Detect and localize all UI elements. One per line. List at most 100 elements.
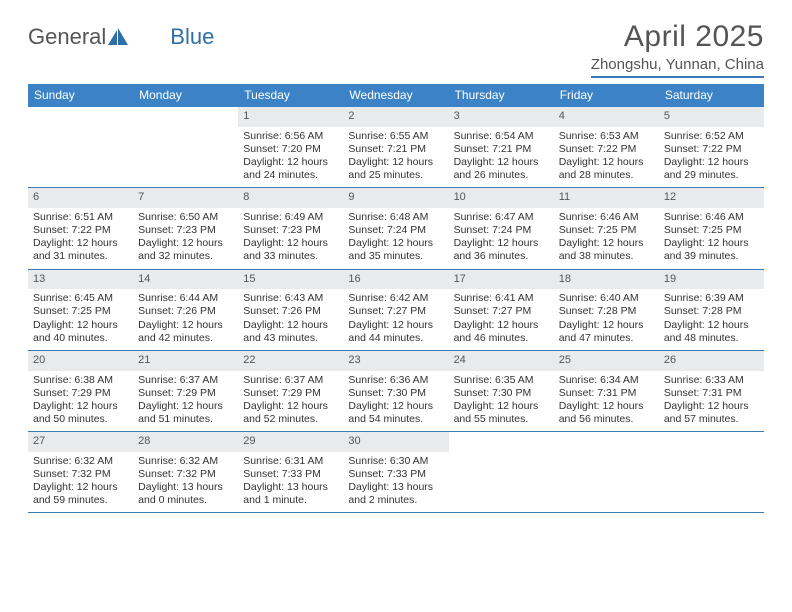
sunset-text: Sunset: 7:25 PM <box>33 305 128 318</box>
day-cell <box>659 432 764 512</box>
sunset-text: Sunset: 7:22 PM <box>559 143 654 156</box>
day-cell: 1Sunrise: 6:56 AMSunset: 7:20 PMDaylight… <box>238 107 343 187</box>
day-number: 21 <box>133 351 238 371</box>
sunrise-text: Sunrise: 6:42 AM <box>348 292 443 305</box>
day-number: 12 <box>659 188 764 208</box>
day-cell: 5Sunrise: 6:52 AMSunset: 7:22 PMDaylight… <box>659 107 764 187</box>
daylight-text: Daylight: 12 hours and 39 minutes. <box>664 237 759 263</box>
day-detail: Sunrise: 6:36 AMSunset: 7:30 PMDaylight:… <box>343 371 448 432</box>
day-detail: Sunrise: 6:48 AMSunset: 7:24 PMDaylight:… <box>343 208 448 269</box>
day-number: 20 <box>28 351 133 371</box>
day-detail: Sunrise: 6:37 AMSunset: 7:29 PMDaylight:… <box>133 371 238 432</box>
sunrise-text: Sunrise: 6:49 AM <box>243 211 338 224</box>
day-cell: 10Sunrise: 6:47 AMSunset: 7:24 PMDayligh… <box>449 188 554 268</box>
week-row: 13Sunrise: 6:45 AMSunset: 7:25 PMDayligh… <box>28 270 764 351</box>
sunset-text: Sunset: 7:29 PM <box>243 387 338 400</box>
logo: General Blue <box>28 20 214 50</box>
sunset-text: Sunset: 7:30 PM <box>348 387 443 400</box>
day-number: 29 <box>238 432 343 452</box>
location-label: Zhongshu, Yunnan, China <box>591 56 764 78</box>
day-cell: 22Sunrise: 6:37 AMSunset: 7:29 PMDayligh… <box>238 351 343 431</box>
day-cell: 21Sunrise: 6:37 AMSunset: 7:29 PMDayligh… <box>133 351 238 431</box>
day-detail: Sunrise: 6:56 AMSunset: 7:20 PMDaylight:… <box>238 127 343 188</box>
sunrise-text: Sunrise: 6:56 AM <box>243 130 338 143</box>
day-number: 15 <box>238 270 343 290</box>
day-cell <box>554 432 659 512</box>
day-number: 14 <box>133 270 238 290</box>
sunset-text: Sunset: 7:26 PM <box>138 305 233 318</box>
daylight-text: Daylight: 12 hours and 24 minutes. <box>243 156 338 182</box>
day-detail: Sunrise: 6:46 AMSunset: 7:25 PMDaylight:… <box>659 208 764 269</box>
sunset-text: Sunset: 7:24 PM <box>454 224 549 237</box>
daylight-text: Daylight: 13 hours and 0 minutes. <box>138 481 233 507</box>
sunrise-text: Sunrise: 6:40 AM <box>559 292 654 305</box>
day-number: 23 <box>343 351 448 371</box>
sunset-text: Sunset: 7:32 PM <box>138 468 233 481</box>
daylight-text: Daylight: 12 hours and 35 minutes. <box>348 237 443 263</box>
sunrise-text: Sunrise: 6:52 AM <box>664 130 759 143</box>
day-detail: Sunrise: 6:51 AMSunset: 7:22 PMDaylight:… <box>28 208 133 269</box>
day-cell <box>449 432 554 512</box>
day-header-thu: Thursday <box>449 84 554 107</box>
day-detail: Sunrise: 6:30 AMSunset: 7:33 PMDaylight:… <box>343 452 448 513</box>
day-number: 27 <box>28 432 133 452</box>
day-number: 7 <box>133 188 238 208</box>
day-detail: Sunrise: 6:47 AMSunset: 7:24 PMDaylight:… <box>449 208 554 269</box>
sunrise-text: Sunrise: 6:46 AM <box>559 211 654 224</box>
day-detail: Sunrise: 6:49 AMSunset: 7:23 PMDaylight:… <box>238 208 343 269</box>
sunset-text: Sunset: 7:27 PM <box>348 305 443 318</box>
day-detail: Sunrise: 6:50 AMSunset: 7:23 PMDaylight:… <box>133 208 238 269</box>
week-row: 27Sunrise: 6:32 AMSunset: 7:32 PMDayligh… <box>28 432 764 513</box>
day-number: 13 <box>28 270 133 290</box>
day-cell: 27Sunrise: 6:32 AMSunset: 7:32 PMDayligh… <box>28 432 133 512</box>
daylight-text: Daylight: 12 hours and 44 minutes. <box>348 319 443 345</box>
day-detail: Sunrise: 6:33 AMSunset: 7:31 PMDaylight:… <box>659 371 764 432</box>
sunrise-text: Sunrise: 6:47 AM <box>454 211 549 224</box>
daylight-text: Daylight: 12 hours and 48 minutes. <box>664 319 759 345</box>
sunrise-text: Sunrise: 6:34 AM <box>559 374 654 387</box>
day-number: 9 <box>343 188 448 208</box>
daylight-text: Daylight: 12 hours and 31 minutes. <box>33 237 128 263</box>
day-cell <box>133 107 238 187</box>
day-cell: 6Sunrise: 6:51 AMSunset: 7:22 PMDaylight… <box>28 188 133 268</box>
daylight-text: Daylight: 12 hours and 29 minutes. <box>664 156 759 182</box>
day-cell: 11Sunrise: 6:46 AMSunset: 7:25 PMDayligh… <box>554 188 659 268</box>
day-header-fri: Friday <box>554 84 659 107</box>
daylight-text: Daylight: 12 hours and 40 minutes. <box>33 319 128 345</box>
day-header-sun: Sunday <box>28 84 133 107</box>
day-cell: 19Sunrise: 6:39 AMSunset: 7:28 PMDayligh… <box>659 270 764 350</box>
day-cell: 13Sunrise: 6:45 AMSunset: 7:25 PMDayligh… <box>28 270 133 350</box>
sunset-text: Sunset: 7:29 PM <box>33 387 128 400</box>
day-cell: 24Sunrise: 6:35 AMSunset: 7:30 PMDayligh… <box>449 351 554 431</box>
daylight-text: Daylight: 12 hours and 52 minutes. <box>243 400 338 426</box>
day-cell <box>28 107 133 187</box>
sunset-text: Sunset: 7:22 PM <box>664 143 759 156</box>
day-header-tue: Tuesday <box>238 84 343 107</box>
day-detail: Sunrise: 6:43 AMSunset: 7:26 PMDaylight:… <box>238 289 343 350</box>
day-number: 2 <box>343 107 448 127</box>
sunset-text: Sunset: 7:25 PM <box>559 224 654 237</box>
sunrise-text: Sunrise: 6:33 AM <box>664 374 759 387</box>
day-cell: 20Sunrise: 6:38 AMSunset: 7:29 PMDayligh… <box>28 351 133 431</box>
day-number: 8 <box>238 188 343 208</box>
day-cell: 7Sunrise: 6:50 AMSunset: 7:23 PMDaylight… <box>133 188 238 268</box>
daylight-text: Daylight: 12 hours and 56 minutes. <box>559 400 654 426</box>
daylight-text: Daylight: 12 hours and 26 minutes. <box>454 156 549 182</box>
day-detail: Sunrise: 6:31 AMSunset: 7:33 PMDaylight:… <box>238 452 343 513</box>
daylight-text: Daylight: 12 hours and 43 minutes. <box>243 319 338 345</box>
daylight-text: Daylight: 12 hours and 54 minutes. <box>348 400 443 426</box>
day-cell: 16Sunrise: 6:42 AMSunset: 7:27 PMDayligh… <box>343 270 448 350</box>
calendar-page: General Blue April 2025 Zhongshu, Yunnan… <box>0 0 792 513</box>
sunrise-text: Sunrise: 6:30 AM <box>348 455 443 468</box>
daylight-text: Daylight: 12 hours and 25 minutes. <box>348 156 443 182</box>
sunrise-text: Sunrise: 6:48 AM <box>348 211 443 224</box>
day-cell: 28Sunrise: 6:32 AMSunset: 7:32 PMDayligh… <box>133 432 238 512</box>
month-title: April 2025 <box>591 20 764 54</box>
day-cell: 23Sunrise: 6:36 AMSunset: 7:30 PMDayligh… <box>343 351 448 431</box>
sunset-text: Sunset: 7:28 PM <box>559 305 654 318</box>
sunset-text: Sunset: 7:25 PM <box>664 224 759 237</box>
sunset-text: Sunset: 7:33 PM <box>348 468 443 481</box>
day-detail: Sunrise: 6:46 AMSunset: 7:25 PMDaylight:… <box>554 208 659 269</box>
day-number: 26 <box>659 351 764 371</box>
sunset-text: Sunset: 7:23 PM <box>243 224 338 237</box>
